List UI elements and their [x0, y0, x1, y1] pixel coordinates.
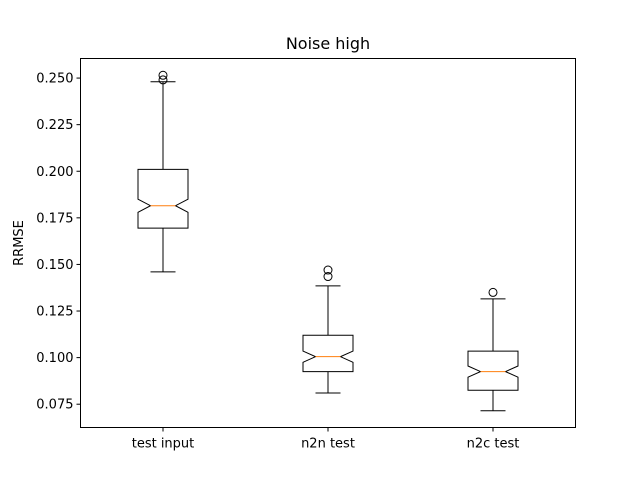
x-tick-label: test input: [132, 437, 195, 452]
y-tick-label: 0.250: [36, 72, 73, 87]
y-tick-label: 0.125: [36, 305, 73, 320]
box-group: [137, 70, 189, 273]
y-tick-label: 0.100: [36, 351, 73, 366]
y-tick-label: 0.175: [36, 211, 73, 226]
plot-area-frame: [80, 58, 576, 428]
y-tick-label: 0.225: [36, 118, 73, 133]
box-body: [467, 350, 519, 391]
chart-title: Noise high: [286, 34, 370, 53]
box-body: [137, 168, 189, 229]
outlier-point: [323, 272, 333, 282]
x-tick-label: n2c test: [467, 437, 520, 452]
outlier-point: [158, 75, 168, 85]
outlier-point: [158, 70, 168, 80]
x-tick-label: n2n test: [301, 437, 355, 452]
y-tick-label: 0.150: [36, 258, 73, 273]
box-series: [137, 70, 519, 412]
outlier-point: [323, 265, 333, 275]
y-tick-label: 0.200: [36, 165, 73, 180]
y-axis-label: RRMSE: [12, 220, 27, 266]
box-body: [302, 334, 354, 373]
box-group: [302, 265, 354, 394]
outlier-point: [488, 287, 498, 297]
y-tick-label: 0.075: [36, 398, 73, 413]
axis-ticks: 0.075 0.100 0.125 0.150 0.175 0.200 0.225 0.250…: [36, 72, 519, 452]
box-group: [467, 287, 519, 412]
